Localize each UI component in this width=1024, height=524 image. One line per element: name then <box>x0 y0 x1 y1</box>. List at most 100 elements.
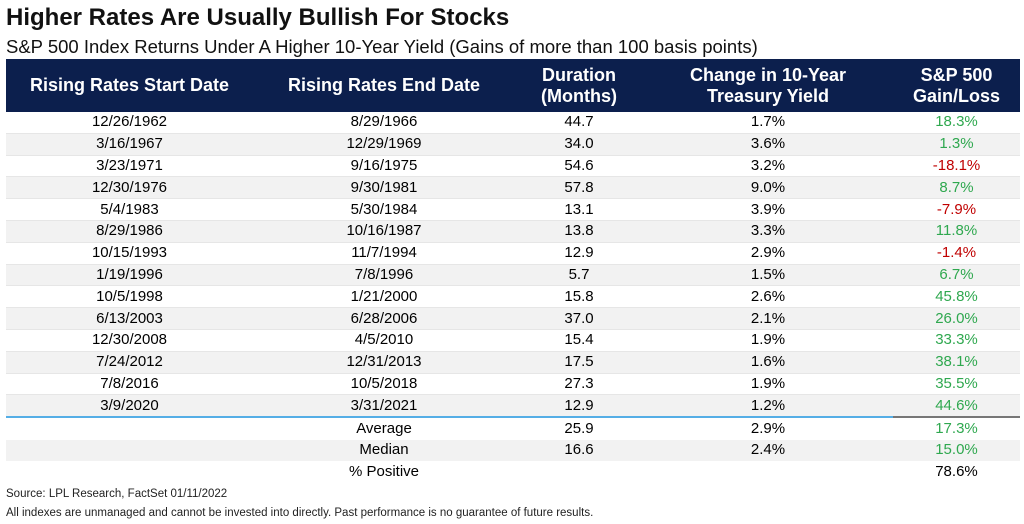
cell-gain-loss: 45.8% <box>893 285 1020 309</box>
cell-start-date: 1/19/1996 <box>6 264 253 287</box>
cell-start-date: 12/26/1962 <box>6 112 253 134</box>
cell-yield-change: 1.2% <box>643 394 893 418</box>
cell-gain-loss: 18.3% <box>893 112 1020 134</box>
table-row: 3/23/1971 9/16/1975 54.6 3.2% -18.1% <box>6 155 1020 178</box>
cell-gain-loss: -18.1% <box>893 155 1020 178</box>
summary-gain-loss: 78.6% <box>893 461 1020 483</box>
cell-duration: 34.0 <box>515 133 643 156</box>
table-row: 12/30/2008 4/5/2010 15.4 1.9% 33.3% <box>6 329 1020 352</box>
cell-duration: 12.9 <box>515 394 643 418</box>
cell-start-date: 3/16/1967 <box>6 133 253 156</box>
cell-duration: 15.4 <box>515 329 643 352</box>
summary-gain-loss: 15.0% <box>893 439 1020 462</box>
summary-duration: 25.9 <box>515 416 643 440</box>
header-end-date: Rising Rates End Date <box>253 59 515 112</box>
cell-yield-change: 9.0% <box>643 176 893 200</box>
cell-end-date: 9/30/1981 <box>253 176 515 200</box>
table-row: 12/26/1962 8/29/1966 44.7 1.7% 18.3% <box>6 112 1020 134</box>
cell-end-date: 10/16/1987 <box>253 220 515 243</box>
chart-subtitle: S&P 500 Index Returns Under A Higher 10-… <box>6 36 758 57</box>
cell-yield-change: 3.6% <box>643 133 893 156</box>
cell-end-date: 10/5/2018 <box>253 373 515 396</box>
cell-start-date: 6/13/2003 <box>6 307 253 330</box>
cell-end-date: 12/29/1969 <box>253 133 515 156</box>
cell-gain-loss: 33.3% <box>893 329 1020 352</box>
cell-start-date: 7/8/2016 <box>6 373 253 396</box>
cell-duration: 12.9 <box>515 242 643 265</box>
table-row: 5/4/1983 5/30/1984 13.1 3.9% -7.9% <box>6 198 1020 221</box>
cell-duration: 37.0 <box>515 307 643 330</box>
returns-table: Rising Rates Start Date Rising Rates End … <box>6 59 1020 483</box>
cell-end-date: 9/16/1975 <box>253 155 515 178</box>
table-row: 6/13/2003 6/28/2006 37.0 2.1% 26.0% <box>6 307 1020 330</box>
table-row: 1/19/1996 7/8/1996 5.7 1.5% 6.7% <box>6 264 1020 287</box>
cell-yield-change: 2.6% <box>643 285 893 309</box>
summary-duration <box>515 461 643 483</box>
cell-gain-loss: -7.9% <box>893 198 1020 221</box>
cell-yield-change: 1.6% <box>643 351 893 374</box>
summary-duration: 16.6 <box>515 439 643 462</box>
cell-end-date: 11/7/1994 <box>253 242 515 265</box>
table-row: 10/15/1993 11/7/1994 12.9 2.9% -1.4% <box>6 242 1020 265</box>
cell-duration: 15.8 <box>515 285 643 309</box>
cell-yield-change: 3.9% <box>643 198 893 221</box>
table-row: 7/24/2012 12/31/2013 17.5 1.6% 38.1% <box>6 351 1020 374</box>
cell-end-date: 7/8/1996 <box>253 264 515 287</box>
header-gain-loss: S&P 500 Gain/Loss <box>893 59 1020 112</box>
header-start-date: Rising Rates Start Date <box>6 59 253 112</box>
cell-duration: 27.3 <box>515 373 643 396</box>
cell-gain-loss: 1.3% <box>893 133 1020 156</box>
summary-yield-change: 2.4% <box>643 439 893 462</box>
cell-duration: 13.1 <box>515 198 643 221</box>
summary-gain-loss: 17.3% <box>893 416 1020 440</box>
summary-spacer <box>6 461 253 483</box>
chart-title: Higher Rates Are Usually Bullish For Sto… <box>6 4 510 31</box>
cell-start-date: 3/9/2020 <box>6 394 253 418</box>
summary-row-median: Median 16.6 2.4% 15.0% <box>6 439 1020 462</box>
cell-yield-change: 2.1% <box>643 307 893 330</box>
table-row: 7/8/2016 10/5/2018 27.3 1.9% 35.5% <box>6 373 1020 396</box>
table-row: 10/5/1998 1/21/2000 15.8 2.6% 45.8% <box>6 285 1020 309</box>
cell-gain-loss: 11.8% <box>893 220 1020 243</box>
cell-start-date: 7/24/2012 <box>6 351 253 374</box>
cell-end-date: 3/31/2021 <box>253 394 515 418</box>
cell-start-date: 12/30/1976 <box>6 176 253 200</box>
header-yield-change: Change in 10-Year Treasury Yield <box>643 59 893 112</box>
cell-yield-change: 1.9% <box>643 329 893 352</box>
table-row: 8/29/1986 10/16/1987 13.8 3.3% 11.8% <box>6 220 1020 243</box>
cell-start-date: 5/4/1983 <box>6 198 253 221</box>
table-body: 12/26/1962 8/29/1966 44.7 1.7% 18.3% 3/16/196… <box>6 112 1020 483</box>
summary-yield-change: 2.9% <box>643 416 893 440</box>
cell-duration: 13.8 <box>515 220 643 243</box>
cell-gain-loss: 44.6% <box>893 394 1020 418</box>
cell-yield-change: 1.5% <box>643 264 893 287</box>
table-row: 3/16/1967 12/29/1969 34.0 3.6% 1.3% <box>6 133 1020 156</box>
cell-end-date: 5/30/1984 <box>253 198 515 221</box>
cell-duration: 44.7 <box>515 112 643 134</box>
cell-end-date: 1/21/2000 <box>253 285 515 309</box>
table-header: Rising Rates Start Date Rising Rates End … <box>6 59 1020 112</box>
cell-end-date: 8/29/1966 <box>253 112 515 134</box>
summary-label: % Positive <box>253 461 515 483</box>
cell-end-date: 6/28/2006 <box>253 307 515 330</box>
summary-spacer <box>6 439 253 462</box>
cell-duration: 5.7 <box>515 264 643 287</box>
cell-yield-change: 2.9% <box>643 242 893 265</box>
disclaimer-note: All indexes are unmanaged and cannot be … <box>6 507 594 519</box>
cell-yield-change: 3.2% <box>643 155 893 178</box>
cell-gain-loss: -1.4% <box>893 242 1020 265</box>
cell-start-date: 12/30/2008 <box>6 329 253 352</box>
summary-label: Median <box>253 439 515 462</box>
cell-gain-loss: 26.0% <box>893 307 1020 330</box>
cell-duration: 54.6 <box>515 155 643 178</box>
cell-gain-loss: 35.5% <box>893 373 1020 396</box>
cell-end-date: 12/31/2013 <box>253 351 515 374</box>
summary-label: Average <box>253 416 515 440</box>
source-note: Source: LPL Research, FactSet 01/11/2022 <box>6 488 228 500</box>
cell-yield-change: 1.7% <box>643 112 893 134</box>
table-row: 12/30/1976 9/30/1981 57.8 9.0% 8.7% <box>6 176 1020 200</box>
cell-end-date: 4/5/2010 <box>253 329 515 352</box>
cell-gain-loss: 38.1% <box>893 351 1020 374</box>
cell-start-date: 10/5/1998 <box>6 285 253 309</box>
cell-yield-change: 1.9% <box>643 373 893 396</box>
